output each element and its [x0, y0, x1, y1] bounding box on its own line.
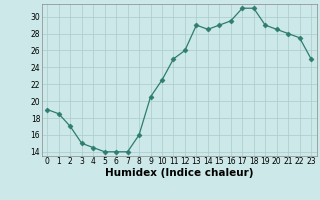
X-axis label: Humidex (Indice chaleur): Humidex (Indice chaleur)	[105, 168, 253, 178]
